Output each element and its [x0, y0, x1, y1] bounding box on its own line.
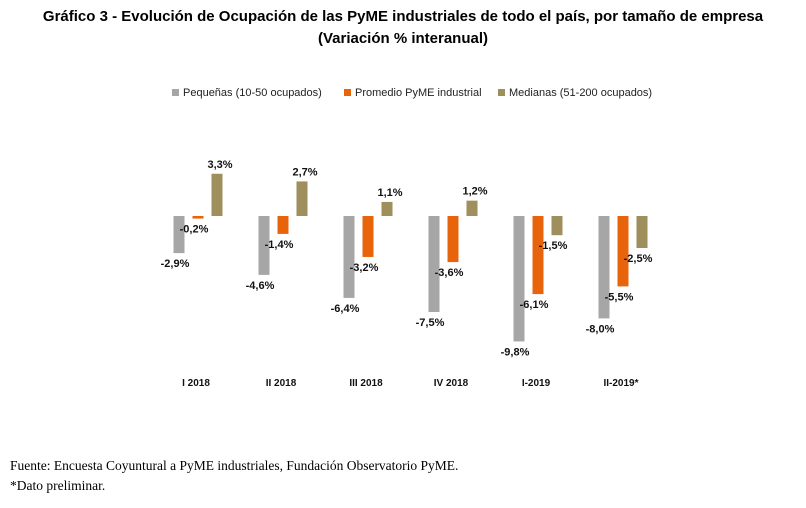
legend-label-3: Medianas (51-200 ocupados) — [509, 87, 652, 99]
value-label-s3-c3: 1,1% — [377, 187, 402, 199]
value-label-s1-c6: -8,0% — [586, 323, 615, 335]
value-label-s2-c4: -3,6% — [435, 267, 464, 279]
bar-s3-c5 — [551, 216, 563, 236]
bar-s3-c2 — [296, 181, 308, 216]
bar-s2-c6 — [617, 216, 629, 287]
value-label-s1-c3: -6,4% — [331, 303, 360, 315]
value-label-s2-c1: -0,2% — [180, 224, 209, 236]
value-label-s3-c6: -2,5% — [624, 253, 653, 265]
bar-s2-c3 — [362, 216, 374, 257]
bar-chart: Pequeñas (10-50 ocupados) Promedio PyME i… — [161, 87, 653, 389]
bar-s3-c3 — [381, 201, 393, 216]
bar-s1-c5 — [513, 216, 525, 342]
bar-s2-c4 — [447, 216, 459, 263]
value-label-s2-c2: -1,4% — [265, 239, 294, 251]
legend-swatch-3 — [498, 89, 505, 96]
bar-s1-c1 — [173, 216, 185, 254]
category-label-6: II-2019* — [603, 378, 638, 389]
value-label-s1-c5: -9,8% — [501, 346, 530, 358]
category-label-2: II 2018 — [266, 378, 297, 389]
value-label-s2-c5: -6,1% — [520, 299, 549, 311]
bar-s3-c1 — [211, 173, 223, 216]
value-label-s2-c3: -3,2% — [350, 262, 379, 274]
source-note: Fuente: Encuesta Coyuntural a PyME indus… — [10, 458, 459, 473]
legend-label-1: Pequeñas (10-50 ocupados) — [183, 87, 322, 99]
bar-s2-c5 — [532, 216, 544, 295]
bar-s2-c1 — [192, 216, 204, 219]
category-label-4: IV 2018 — [434, 378, 469, 389]
value-label-s3-c1: 3,3% — [207, 159, 232, 171]
chart-title-line-1: Gráfico 3 - Evolución de Ocupación de la… — [42, 8, 764, 25]
bar-s2-c2 — [277, 216, 289, 234]
category-label-5: I-2019 — [522, 378, 551, 389]
value-label-s1-c4: -7,5% — [416, 317, 445, 329]
bar-s1-c3 — [343, 216, 355, 298]
category-label-3: III 2018 — [349, 378, 383, 389]
value-label-s3-c5: -1,5% — [539, 240, 568, 252]
chart-subtitle: (Variación % interanual) — [317, 30, 489, 47]
category-label-1: I 2018 — [182, 378, 210, 389]
bar-s1-c2 — [258, 216, 270, 275]
bar-s3-c4 — [466, 200, 478, 216]
value-label-s3-c4: 1,2% — [462, 186, 487, 198]
chart-title: Gráfico 3 - Evolución de Ocupación de la… — [0, 6, 806, 50]
chart-footer: Fuente: Encuesta Coyuntural a PyME indus… — [10, 456, 458, 496]
preliminary-note: *Dato preliminar. — [10, 478, 106, 493]
bar-s3-c6 — [636, 216, 648, 248]
legend-swatch-2 — [344, 89, 351, 96]
bar-s1-c6 — [598, 216, 610, 319]
value-label-s1-c2: -4,6% — [246, 280, 275, 292]
value-label-s1-c1: -2,9% — [161, 258, 190, 270]
value-label-s3-c2: 2,7% — [292, 166, 317, 178]
bar-s1-c4 — [428, 216, 440, 312]
value-label-s2-c6: -5,5% — [605, 291, 634, 303]
legend-swatch-1 — [172, 89, 179, 96]
legend-label-2: Promedio PyME industrial — [355, 87, 482, 99]
